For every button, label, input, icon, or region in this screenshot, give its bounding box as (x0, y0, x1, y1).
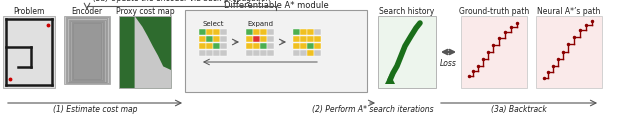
Bar (267, 28, 273, 35)
Text: Loss: Loss (440, 59, 457, 68)
Bar (300, 50, 307, 56)
Polygon shape (385, 74, 395, 84)
Bar (260, 28, 266, 35)
Bar (220, 35, 227, 42)
Polygon shape (134, 16, 171, 88)
Bar (253, 42, 259, 49)
Bar (300, 35, 307, 42)
Bar (246, 28, 253, 35)
Text: Search history: Search history (380, 7, 435, 15)
Bar (267, 50, 273, 56)
Bar (461, 16, 527, 88)
Bar (246, 50, 253, 56)
Bar (536, 16, 602, 88)
Bar (293, 42, 300, 49)
Bar (307, 28, 314, 35)
Bar (199, 35, 205, 42)
Text: (3a) Backtrack: (3a) Backtrack (491, 105, 547, 114)
Bar (213, 42, 220, 49)
Bar (3, 16, 55, 88)
Bar (119, 16, 171, 88)
Bar (293, 35, 300, 42)
Bar (293, 28, 300, 35)
Text: Encoder: Encoder (72, 7, 102, 15)
Bar (220, 28, 227, 35)
Bar (314, 28, 321, 35)
Bar (253, 28, 259, 35)
Bar (267, 35, 273, 42)
Bar (220, 42, 227, 49)
Bar (206, 42, 212, 49)
Bar (300, 28, 307, 35)
Text: Select: Select (202, 21, 224, 27)
Text: Differentiable A* module: Differentiable A* module (223, 2, 328, 10)
Bar (220, 50, 227, 56)
Text: (2) Perform A* search iterations: (2) Perform A* search iterations (312, 105, 433, 114)
Bar (267, 42, 273, 49)
Bar (72, 22, 102, 80)
Bar (314, 35, 321, 42)
Bar (260, 35, 266, 42)
Bar (199, 42, 205, 49)
Bar (67, 18, 107, 82)
Bar (307, 50, 314, 56)
Bar (206, 50, 212, 56)
Bar (300, 42, 307, 49)
Bar (246, 35, 253, 42)
Bar (307, 42, 314, 49)
Bar (68, 20, 106, 82)
Text: Ground-truth path: Ground-truth path (459, 7, 529, 15)
Bar (185, 10, 367, 92)
Bar (213, 35, 220, 42)
Bar (65, 17, 109, 83)
Bar (293, 50, 300, 56)
Text: Expand: Expand (247, 21, 273, 27)
Bar (73, 23, 101, 79)
Text: Proxy cost map: Proxy cost map (116, 7, 174, 15)
Text: Neural A*’s path: Neural A*’s path (538, 7, 601, 15)
Bar (213, 50, 220, 56)
Bar (246, 42, 253, 49)
Text: (3b) Update the encoder via back-propagation: (3b) Update the encoder via back-propaga… (93, 0, 270, 3)
Bar (314, 50, 321, 56)
Bar (253, 35, 259, 42)
Bar (314, 42, 321, 49)
Text: Problem: Problem (13, 7, 45, 15)
Bar (206, 28, 212, 35)
Bar (378, 16, 436, 88)
Bar (206, 35, 212, 42)
Text: (1) Estimate cost map: (1) Estimate cost map (52, 105, 137, 114)
Bar (260, 50, 266, 56)
Bar (260, 42, 266, 49)
Bar (70, 21, 104, 81)
Bar (199, 50, 205, 56)
Bar (64, 16, 110, 84)
Bar (213, 28, 220, 35)
Bar (199, 28, 205, 35)
Bar (253, 50, 259, 56)
Bar (307, 35, 314, 42)
